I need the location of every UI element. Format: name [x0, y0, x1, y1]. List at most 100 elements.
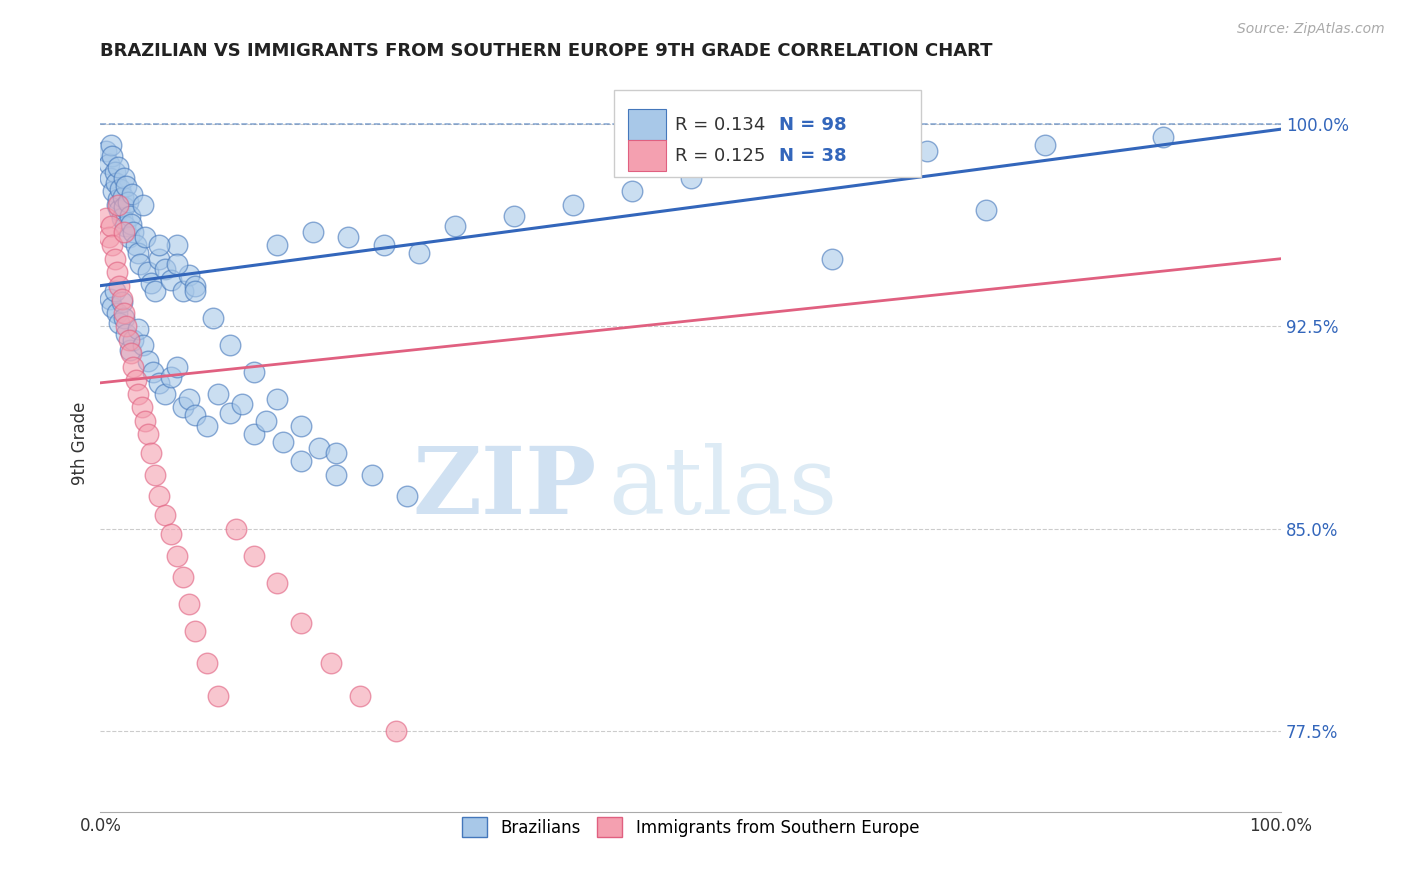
Point	[177, 268, 200, 282]
Point	[148, 252, 170, 266]
Point	[184, 284, 207, 298]
Text: ZIP: ZIP	[412, 442, 596, 533]
Point	[101, 300, 124, 314]
Point	[561, 198, 583, 212]
Point	[155, 386, 177, 401]
Text: BRAZILIAN VS IMMIGRANTS FROM SOUTHERN EUROPE 9TH GRADE CORRELATION CHART: BRAZILIAN VS IMMIGRANTS FROM SOUTHERN EU…	[100, 42, 993, 60]
Point	[160, 273, 183, 287]
Point	[308, 441, 330, 455]
Point	[110, 181, 132, 195]
Point	[131, 400, 153, 414]
Point	[184, 408, 207, 422]
Point	[129, 257, 152, 271]
Point	[172, 400, 194, 414]
Point	[166, 549, 188, 563]
Point	[100, 219, 122, 234]
Point	[184, 624, 207, 638]
Point	[118, 333, 141, 347]
Point	[112, 225, 135, 239]
Point	[337, 230, 360, 244]
Point	[108, 278, 131, 293]
Point	[502, 209, 524, 223]
Point	[143, 284, 166, 298]
Point	[160, 370, 183, 384]
Point	[384, 723, 406, 738]
Point	[122, 333, 145, 347]
Point	[125, 238, 148, 252]
Point	[797, 157, 820, 171]
Point	[1033, 138, 1056, 153]
Point	[166, 359, 188, 374]
Point	[225, 522, 247, 536]
Point	[101, 238, 124, 252]
Point	[620, 184, 643, 198]
Point	[231, 397, 253, 411]
Point	[177, 597, 200, 611]
Point	[117, 194, 139, 209]
Point	[443, 219, 465, 234]
Point	[273, 435, 295, 450]
Text: R = 0.134: R = 0.134	[675, 116, 766, 134]
Point	[112, 170, 135, 185]
Point	[96, 211, 118, 226]
Point	[105, 265, 128, 279]
Point	[97, 230, 120, 244]
Point	[325, 467, 347, 482]
Point	[114, 219, 136, 234]
Point	[103, 284, 125, 298]
Point	[136, 427, 159, 442]
Point	[105, 306, 128, 320]
Point	[107, 192, 129, 206]
Point	[172, 570, 194, 584]
Point	[207, 689, 229, 703]
Point	[103, 165, 125, 179]
Point	[266, 392, 288, 406]
Point	[219, 338, 242, 352]
Point	[155, 508, 177, 522]
Point	[290, 454, 312, 468]
Point	[108, 203, 131, 218]
Point	[105, 198, 128, 212]
Point	[184, 278, 207, 293]
Point	[172, 284, 194, 298]
Text: R = 0.125: R = 0.125	[675, 146, 766, 164]
Point	[118, 230, 141, 244]
Point	[127, 386, 149, 401]
Point	[195, 657, 218, 671]
Point	[408, 246, 430, 260]
Text: N = 98: N = 98	[779, 116, 846, 134]
Point	[120, 346, 142, 360]
Point	[166, 257, 188, 271]
Point	[112, 201, 135, 215]
Point	[142, 365, 165, 379]
Point	[349, 689, 371, 703]
Point	[98, 170, 121, 185]
Point	[107, 198, 129, 212]
Point	[121, 186, 143, 201]
Point	[915, 144, 938, 158]
Point	[148, 489, 170, 503]
Text: N = 38: N = 38	[779, 146, 846, 164]
Point	[243, 549, 266, 563]
Point	[120, 217, 142, 231]
Point	[115, 327, 138, 342]
Point	[110, 294, 132, 309]
Point	[103, 184, 125, 198]
Point	[96, 144, 118, 158]
Point	[110, 211, 132, 226]
Point	[243, 365, 266, 379]
Point	[319, 657, 342, 671]
Y-axis label: 9th Grade: 9th Grade	[72, 402, 89, 485]
Point	[127, 322, 149, 336]
Point	[1152, 130, 1174, 145]
Point	[139, 276, 162, 290]
Point	[254, 414, 277, 428]
Point	[101, 149, 124, 163]
Point	[118, 209, 141, 223]
Point	[148, 376, 170, 390]
Point	[160, 527, 183, 541]
Point	[100, 138, 122, 153]
Point	[111, 189, 134, 203]
Point	[112, 311, 135, 326]
FancyBboxPatch shape	[628, 109, 666, 140]
